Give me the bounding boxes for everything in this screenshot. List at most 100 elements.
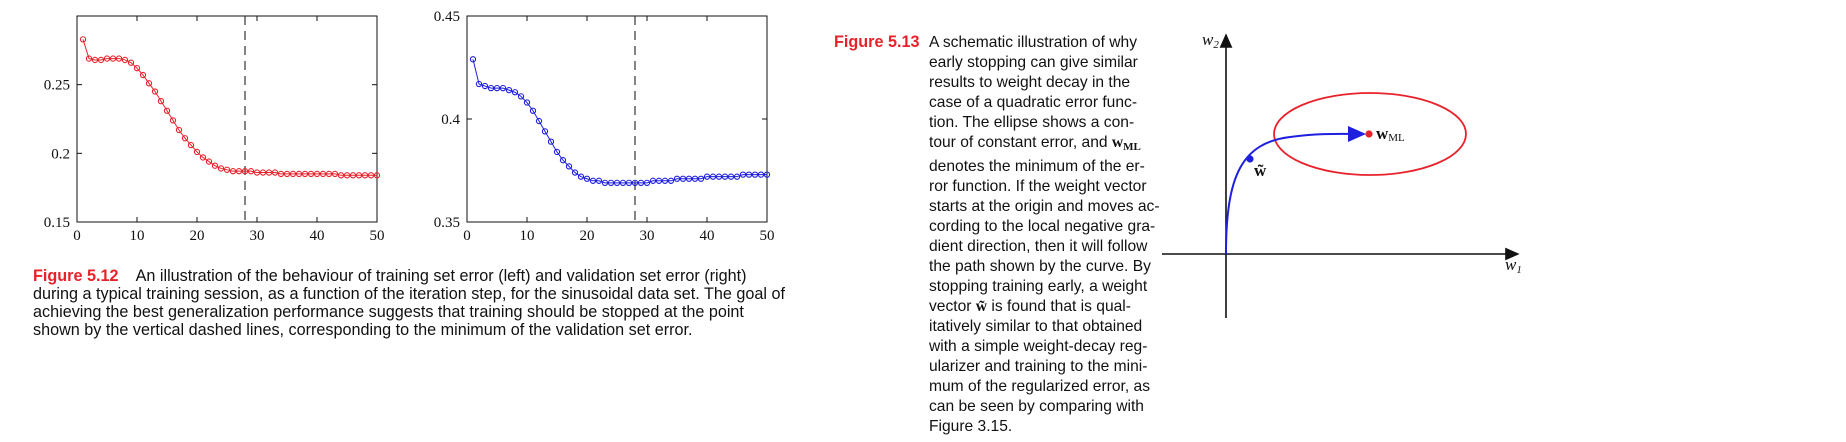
figure-5-12-caption: Figure 5.12 An illustration of the behav… — [33, 267, 785, 339]
y-tick-label: 0.4 — [441, 112, 460, 128]
data-point — [643, 179, 651, 187]
data-point — [115, 55, 123, 62]
data-point — [181, 135, 189, 142]
error-contour-ellipse — [1273, 92, 1467, 176]
data-point — [529, 107, 537, 114]
data-point — [355, 172, 363, 179]
caption-line: tion. The ellipse shows a con- — [929, 114, 1135, 131]
training-error-chart: 0 10 20 30 40 50 0.15 0.2 0.25 — [44, 15, 385, 244]
data-point — [343, 172, 351, 179]
data-point — [301, 170, 309, 178]
y-tick-label: 0.45 — [434, 10, 460, 25]
caption-line: itatively similar to that obtained — [929, 318, 1143, 335]
data-point — [595, 177, 603, 184]
data-point — [469, 56, 477, 63]
data-point — [247, 168, 255, 175]
data-point — [757, 171, 765, 178]
caption-line: ularizer and training to the mini- — [929, 358, 1148, 375]
data-point — [367, 172, 375, 179]
data-point — [739, 171, 747, 178]
data-point — [361, 172, 369, 179]
data-point — [175, 126, 183, 134]
data-point — [619, 179, 627, 187]
caption-line: results to weight decay in the — [929, 74, 1131, 91]
figure-5-12-label: Figure 5.12 — [33, 267, 119, 285]
data-point — [151, 88, 159, 95]
data-point — [727, 173, 735, 180]
y-tick-label: 0.35 — [434, 215, 460, 231]
caption-line: A schematic illustration of why — [929, 34, 1138, 51]
data-point — [553, 148, 561, 156]
caption-line: denotes the minimum of the er- — [929, 158, 1145, 175]
caption-line: Figure 3.15. — [929, 418, 1013, 435]
data-point — [277, 170, 285, 178]
gradient-descent-path — [1225, 125, 1366, 255]
w1-axis-label: w1 — [1505, 255, 1522, 276]
data-point — [259, 169, 267, 176]
data-point — [493, 84, 501, 92]
data-point — [349, 172, 357, 179]
caption-line: the path shown by the curve. By — [929, 258, 1151, 275]
data-point — [373, 172, 381, 179]
data-point — [121, 56, 129, 64]
data-point — [589, 177, 597, 184]
data-point — [715, 173, 723, 180]
data-point — [331, 170, 339, 178]
data-point — [271, 169, 279, 176]
x-tick-label: 20 — [580, 228, 595, 244]
data-point — [535, 117, 543, 125]
data-point — [541, 128, 549, 135]
data-point — [217, 165, 225, 172]
validation-error-chart: 0 10 20 30 40 50 0.35 0.4 0.45 — [434, 10, 775, 244]
data-point — [289, 170, 297, 178]
x-tick-label: 30 — [250, 228, 265, 244]
caption-line: ror function. If the weight vector — [929, 178, 1147, 195]
w-tilde-label: w̃ — [1254, 161, 1267, 180]
data-point — [625, 179, 633, 187]
x-tick-label: 30 — [640, 228, 655, 244]
data-point — [145, 80, 153, 87]
data-point — [709, 173, 717, 180]
caption-line: dient direction, then it will follow — [929, 238, 1148, 255]
data-point — [109, 55, 117, 62]
data-point — [253, 169, 261, 176]
x-tick-label: 10 — [520, 228, 535, 244]
data-point — [319, 170, 327, 178]
x-tick-label: 0 — [73, 228, 81, 244]
caption-line: mum of the regularized error, as — [929, 378, 1151, 395]
data-point — [601, 179, 609, 187]
caption-line: early stopping can give similar — [929, 54, 1138, 71]
data-point — [139, 71, 147, 79]
data-point — [685, 175, 693, 182]
data-point — [751, 171, 759, 178]
y-tick-label: 0.2 — [51, 146, 70, 162]
w2-axis-label: w2 — [1202, 30, 1219, 51]
data-point — [673, 175, 681, 182]
data-point — [679, 175, 687, 182]
data-point — [607, 179, 615, 187]
caption-line: case of a quadratic error func- — [929, 94, 1138, 111]
data-point — [187, 141, 195, 149]
data-point — [721, 173, 729, 180]
data-point — [133, 65, 141, 72]
data-point — [79, 36, 87, 43]
data-point — [583, 175, 591, 182]
data-point — [631, 179, 639, 187]
data-point — [127, 59, 135, 66]
data-point — [313, 170, 321, 178]
data-point — [697, 175, 705, 182]
data-point — [169, 117, 177, 124]
data-point — [283, 170, 291, 178]
data-point — [307, 170, 315, 178]
data-point — [295, 170, 303, 178]
data-point — [205, 158, 213, 165]
x-tick-label: 50 — [760, 228, 775, 244]
data-point — [199, 154, 207, 161]
data-point — [505, 87, 513, 94]
caption-line: can be seen by comparing with — [929, 398, 1144, 415]
data-point — [97, 56, 105, 64]
data-point — [193, 148, 201, 156]
w-ml-point — [1365, 130, 1373, 138]
data-point — [265, 169, 273, 176]
x-tick-label: 40 — [700, 228, 715, 244]
